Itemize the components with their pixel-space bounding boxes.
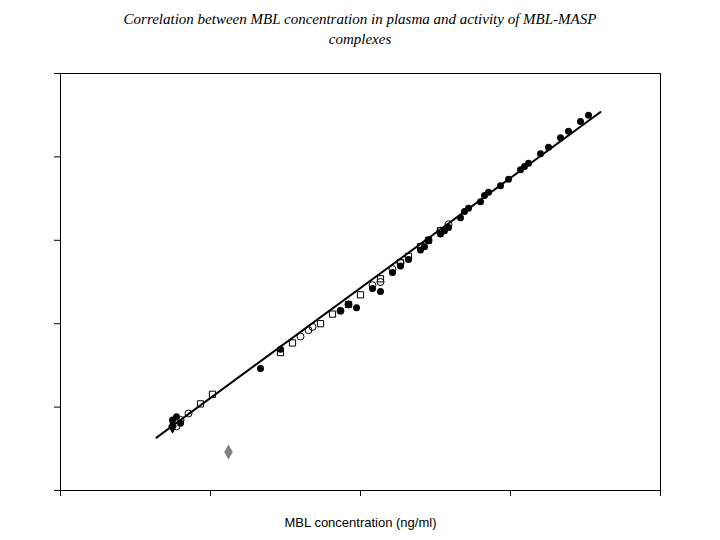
html-text:Correlation between MBL concen: Correlation between MBL concentration in… xyxy=(123,11,597,47)
svg-text:MBL concentration (ng/ml): MBL concentration (ng/ml) xyxy=(285,515,437,530)
